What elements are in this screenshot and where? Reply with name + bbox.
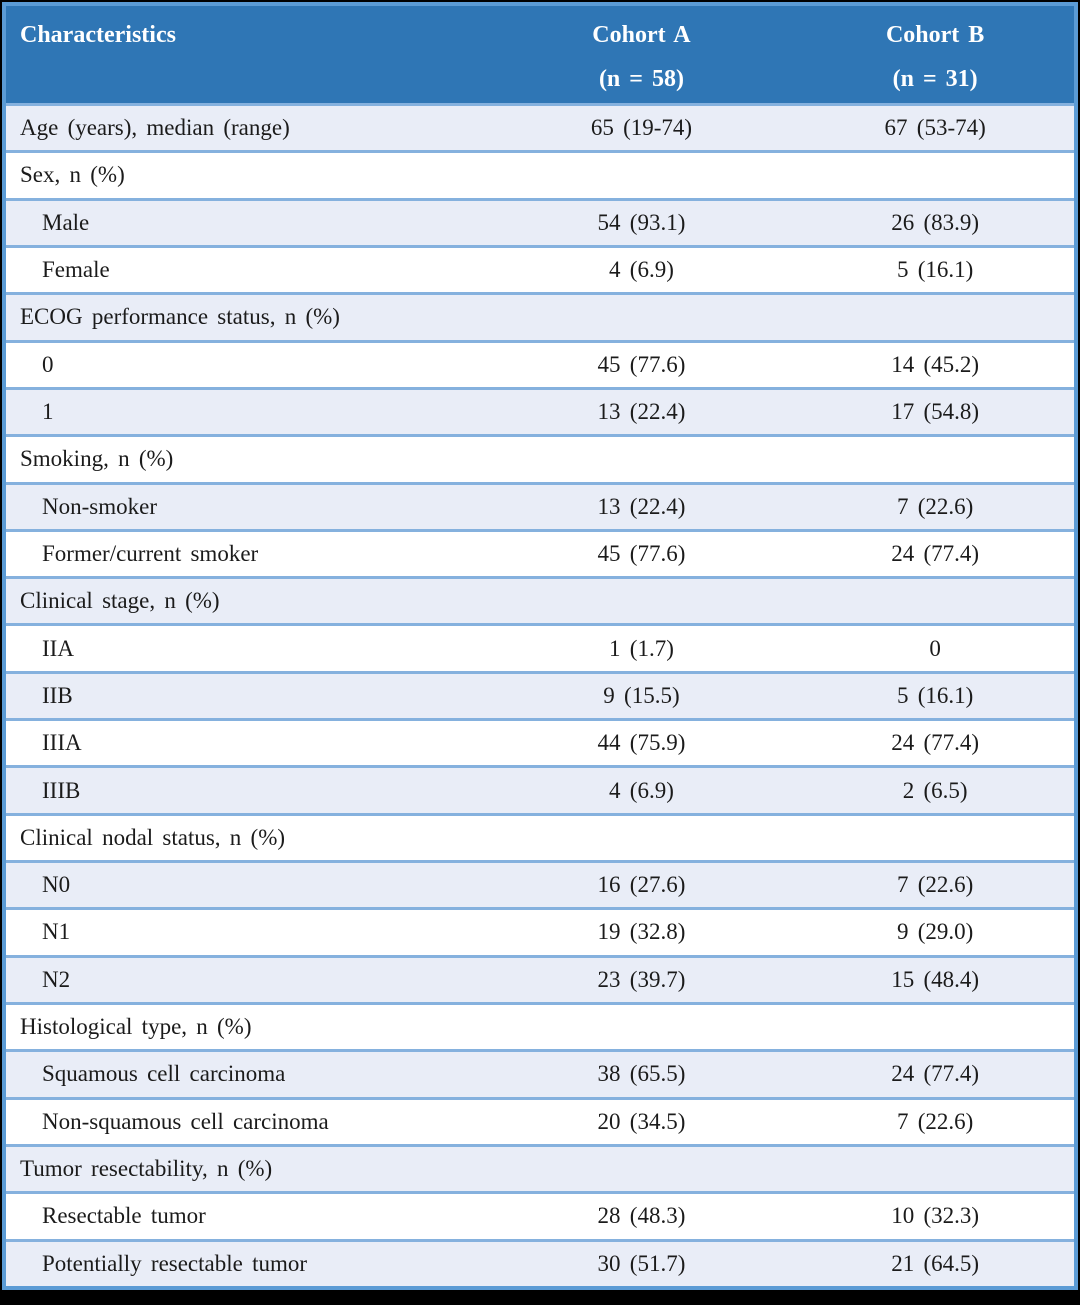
row-label: Resectable tumor [42, 1203, 206, 1229]
row-label: Potentially resectable tumor [42, 1250, 308, 1276]
cohort-a-value: 1 (1.7) [609, 635, 674, 661]
table-row-subitem: 0 45 (77.6) 14 (45.2) [6, 339, 1074, 387]
row-label: Clinical stage, n (%) [20, 588, 220, 614]
cohort-b-value: 7 (22.6) [896, 872, 974, 898]
row-label: Female [42, 257, 110, 283]
row-label: 1 [42, 399, 54, 425]
row-label: Sex, n (%) [20, 162, 125, 188]
row-label: 0 [42, 351, 54, 377]
row-label: Tumor resectability, n (%) [20, 1156, 273, 1182]
table-row-subitem: Squamous cell carcinoma 38 (65.5) 24 (77.4… [6, 1049, 1074, 1097]
cohort-a-value: 4 (6.9) [609, 777, 674, 803]
table-row-subitem: Non-squamous cell carcinoma 20 (34.5) 7 (2… [6, 1096, 1074, 1144]
table-row-category: Clinical stage, n (%) [6, 576, 1074, 624]
table-row-category: Tumor resectability, n (%) [6, 1143, 1074, 1192]
header-cohort-b: Cohort B (n = 31) [796, 6, 1074, 103]
header-cohort-b-n: (n = 31) [892, 66, 978, 92]
row-label: N2 [42, 966, 71, 992]
header-characteristics: Characteristics [20, 22, 176, 48]
cohort-a-value: 19 (32.8) [597, 919, 686, 945]
row-label: IIB [42, 682, 73, 708]
row-label: Non-squamous cell carcinoma [42, 1108, 329, 1134]
row-label: Histological type, n (%) [20, 1014, 252, 1040]
row-label: IIIA [42, 730, 82, 756]
header-cohort-a: Cohort A (n = 58) [487, 6, 797, 103]
cohort-a-value: 13 (22.4) [597, 493, 686, 519]
cohort-b-value: 5 (16.1) [896, 257, 974, 283]
row-label: IIIB [42, 777, 81, 803]
cohort-b-value: 5 (16.1) [896, 682, 974, 708]
row-label: IIA [42, 635, 74, 661]
table-row-subitem: Male 54 (93.1) 26 (83.9) [6, 197, 1074, 245]
table-row-subitem: N1 19 (32.8) 9 (29.0) [6, 907, 1074, 955]
row-label: Male [42, 209, 90, 235]
table-row-category: Smoking, n (%) [6, 434, 1074, 482]
row-label: Age (years), median (range) [20, 115, 290, 141]
table-row-subitem: Potentially resectable tumor 30 (51.7) 21 … [6, 1238, 1074, 1286]
cohort-a-value: 45 (77.6) [597, 540, 686, 566]
table-row-subitem: Non-smoker 13 (22.4) 7 (22.6) [6, 481, 1074, 529]
row-label: ECOG performance status, n (%) [20, 304, 340, 330]
table-row-subitem: Former/current smoker 45 (77.6) 24 (77.4) [6, 528, 1074, 577]
cohort-b-value: 67 (53-74) [884, 115, 986, 141]
cohort-a-value: 16 (27.6) [597, 872, 686, 898]
header-cohort-a-n: (n = 58) [598, 66, 684, 92]
cohort-b-value: 2 (6.5) [902, 777, 968, 803]
cohort-a-value: 45 (77.6) [597, 351, 686, 377]
cohort-b-value: 15 (48.4) [891, 966, 980, 992]
row-label: N1 [42, 919, 71, 945]
row-label: N0 [42, 872, 71, 898]
table-row-category: Histological type, n (%) [6, 1001, 1074, 1050]
table-row-subitem: IIB 9 (15.5) 5 (16.1) [6, 670, 1074, 719]
cohort-b-value: 7 (22.6) [896, 1108, 974, 1134]
row-label: Squamous cell carcinoma [42, 1061, 286, 1087]
table-row-subitem: N2 23 (39.7) 15 (48.4) [6, 954, 1074, 1002]
table-row-subitem: N0 16 (27.6) 7 (22.6) [6, 860, 1074, 908]
cohort-a-value: 28 (48.3) [597, 1203, 686, 1229]
cohort-b-value: 7 (22.6) [896, 493, 974, 519]
cohort-b-value: 24 (77.4) [891, 540, 980, 566]
table-row-subitem: IIA 1 (1.7) 0 [6, 623, 1074, 671]
table-body: Age (years), median (range) 65 (19-74) 67 … [6, 103, 1074, 1286]
cohort-a-value: 54 (93.1) [597, 209, 686, 235]
cohort-b-value: 26 (83.9) [891, 209, 980, 235]
table-header-row: Characteristics Cohort A (n = 58) Cohort… [6, 6, 1074, 103]
cohort-b-value: 24 (77.4) [891, 730, 980, 756]
row-label: Smoking, n (%) [20, 446, 174, 472]
row-label: Former/current smoker [42, 540, 259, 566]
table-row-category: Age (years), median (range) 65 (19-74) 67 … [6, 103, 1074, 151]
table-row-subitem: 1 13 (22.4) 17 (54.8) [6, 386, 1074, 435]
bottom-black-bar [0, 1290, 1080, 1305]
table-row-subitem: IIIB 4 (6.9) 2 (6.5) [6, 765, 1074, 813]
header-cohort-b-name: Cohort B [885, 22, 985, 48]
cohort-a-value: 20 (34.5) [597, 1108, 686, 1134]
cohort-a-value: 23 (39.7) [597, 966, 686, 992]
table-row-subitem: Resectable tumor 28 (48.3) 10 (32.3) [6, 1191, 1074, 1239]
row-label: Non-smoker [42, 493, 157, 519]
row-label: Clinical nodal status, n (%) [20, 824, 286, 850]
cohort-a-value: 65 (19-74) [590, 115, 693, 141]
cohort-b-value: 9 (29.0) [896, 919, 974, 945]
cohort-a-value: 13 (22.4) [597, 399, 686, 425]
cohort-a-value: 9 (15.5) [603, 682, 680, 708]
cohort-b-value: 17 (54.8) [891, 399, 980, 425]
cohort-a-value: 44 (75.9) [597, 730, 686, 756]
cohort-b-value: 0 [929, 635, 941, 661]
cohort-b-value: 10 (32.3) [891, 1203, 980, 1229]
table-row-category: Clinical nodal status, n (%) [6, 812, 1074, 860]
cohort-b-value: 21 (64.5) [891, 1250, 980, 1276]
cohort-a-value: 4 (6.9) [609, 257, 674, 283]
table-row-subitem: Female 4 (6.9) 5 (16.1) [6, 244, 1074, 293]
table-row-category: Sex, n (%) [6, 150, 1074, 198]
cohort-b-value: 24 (77.4) [891, 1061, 980, 1087]
cohort-a-value: 38 (65.5) [597, 1061, 686, 1087]
table-row-category: ECOG performance status, n (%) [6, 292, 1074, 340]
cohort-a-value: 30 (51.7) [597, 1250, 686, 1276]
table-row-subitem: IIIA 44 (75.9) 24 (77.4) [6, 718, 1074, 766]
cohort-b-value: 14 (45.2) [891, 351, 980, 377]
header-cohort-a-name: Cohort A [592, 22, 691, 48]
